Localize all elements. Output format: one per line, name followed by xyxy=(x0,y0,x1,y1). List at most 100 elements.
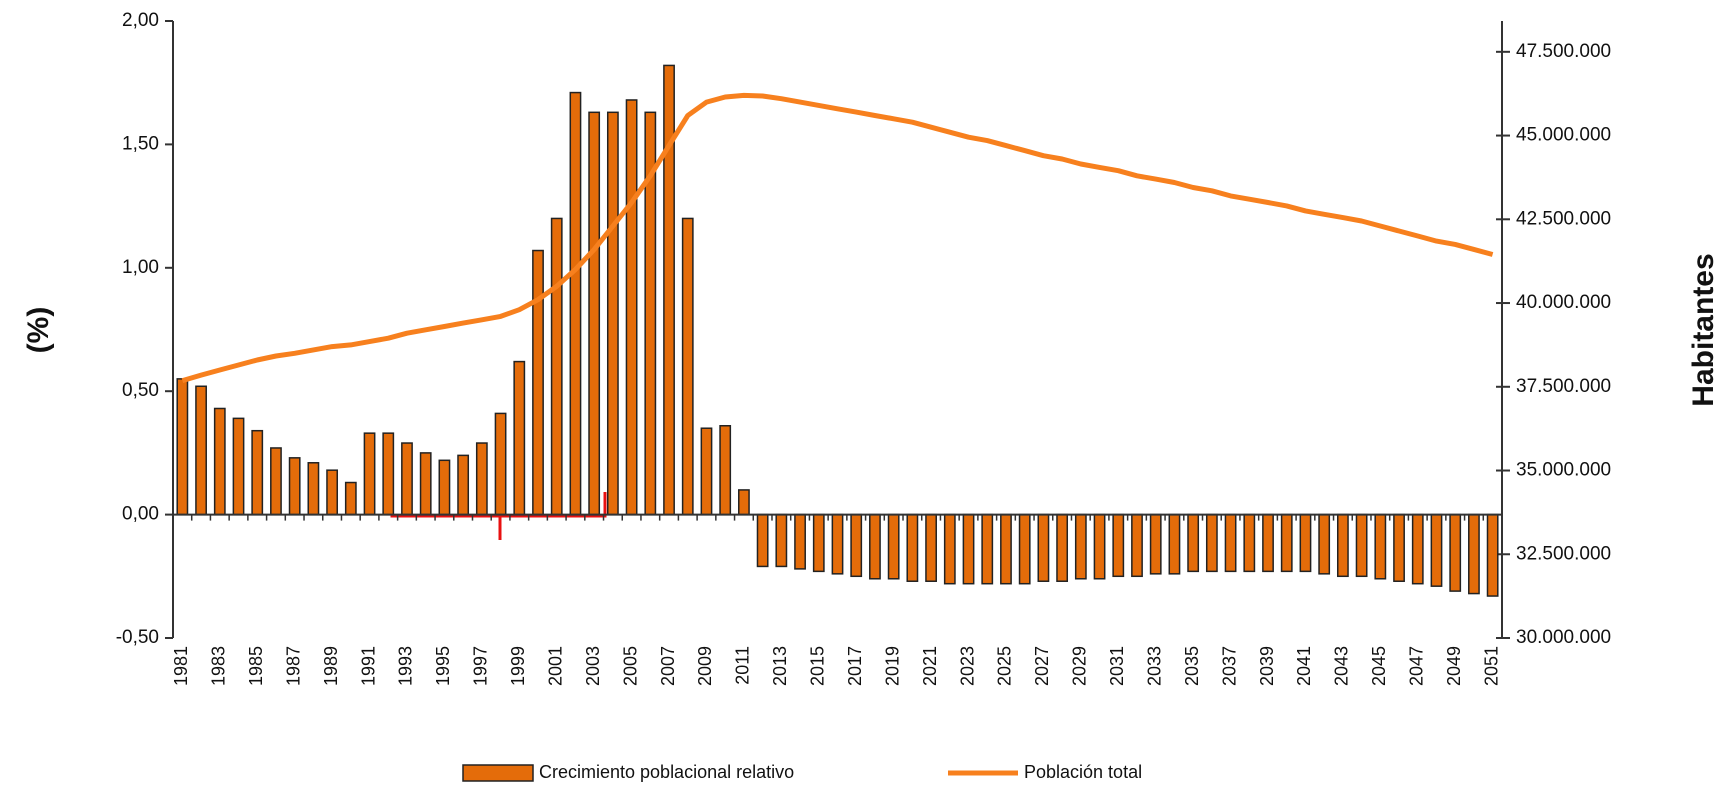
y-tick-label: -0,50 xyxy=(116,627,159,648)
x-tick-label: 2045 xyxy=(1369,646,1389,686)
bar xyxy=(270,447,282,516)
bar xyxy=(1224,513,1237,573)
x-tick-label: 2039 xyxy=(1257,646,1277,686)
bar xyxy=(906,513,919,582)
x-tick-label: 2017 xyxy=(845,646,865,686)
bar xyxy=(887,513,900,580)
y2-tick-label: 45.000.000 xyxy=(1516,125,1611,146)
y2-tick-label: 35.000.000 xyxy=(1516,460,1611,481)
bar xyxy=(288,457,301,516)
bar xyxy=(344,481,357,516)
bar xyxy=(438,459,451,516)
bar xyxy=(532,249,544,516)
legend-label: Población total xyxy=(1024,762,1142,782)
bar xyxy=(681,217,694,516)
x-tick-label: 1981 xyxy=(171,646,191,686)
y-axis-title: (%) xyxy=(22,307,55,354)
bar xyxy=(1149,513,1162,575)
bar xyxy=(925,513,937,582)
x-tick-label: 2029 xyxy=(1070,646,1090,686)
bar xyxy=(1168,513,1181,575)
bar xyxy=(831,513,844,575)
y2-tick-label: 42.500.000 xyxy=(1516,208,1611,229)
bar xyxy=(869,513,881,580)
bar xyxy=(1486,513,1499,597)
bar xyxy=(569,91,582,516)
x-tick-label: 1999 xyxy=(508,646,528,686)
x-tick-label: 2037 xyxy=(1219,646,1239,686)
bar xyxy=(1093,513,1106,580)
x-tick-label: 2033 xyxy=(1144,646,1164,686)
y-tick-label: 1,00 xyxy=(122,257,159,278)
bar xyxy=(363,432,376,516)
line-series xyxy=(181,92,1494,383)
bar xyxy=(232,417,245,516)
bar xyxy=(401,442,413,516)
x-tick-label: 1997 xyxy=(471,646,491,686)
bar xyxy=(756,513,769,568)
x-tick-label: 1983 xyxy=(209,646,229,686)
bar xyxy=(1430,513,1443,587)
bar xyxy=(775,513,788,568)
bar xyxy=(1393,513,1405,582)
bar xyxy=(457,454,470,516)
bar xyxy=(850,513,863,578)
x-tick-label: 1995 xyxy=(433,646,453,686)
bar xyxy=(1056,513,1069,582)
bar xyxy=(1411,513,1424,585)
bar xyxy=(1074,513,1087,580)
x-tick-label: 1993 xyxy=(396,646,416,686)
y-tick-label: 0,00 xyxy=(122,504,159,525)
bar xyxy=(1468,513,1480,595)
bar xyxy=(962,513,975,585)
bar xyxy=(382,432,395,516)
x-tick-label: 2027 xyxy=(1032,646,1052,686)
x-tick-label: 2015 xyxy=(808,646,828,686)
y2-axis-title: Habitantes xyxy=(1687,253,1720,406)
bar xyxy=(419,452,432,516)
legend-swatch xyxy=(462,764,534,782)
bar xyxy=(812,513,825,573)
x-tick-label: 2005 xyxy=(620,646,640,686)
y2-tick-label: 40.000.000 xyxy=(1516,292,1611,313)
bar xyxy=(475,442,488,516)
x-tick-label: 2051 xyxy=(1481,646,1501,686)
bar xyxy=(1243,513,1256,573)
bar xyxy=(307,462,320,516)
bar xyxy=(176,378,189,516)
x-tick-label: 2049 xyxy=(1444,646,1464,686)
x-tick-label: 2011 xyxy=(733,646,753,685)
x-tick-label: 1991 xyxy=(358,646,378,686)
x-tick-label: 2035 xyxy=(1182,646,1202,686)
bar xyxy=(1131,513,1143,578)
bar xyxy=(1112,513,1125,578)
x-tick-label: 2047 xyxy=(1407,646,1427,686)
bar xyxy=(1018,513,1031,585)
legend-label: Crecimiento poblacional relativo xyxy=(539,762,794,782)
bar xyxy=(1037,513,1050,582)
bar xyxy=(981,513,994,585)
bar xyxy=(513,360,526,516)
bar xyxy=(794,513,806,570)
x-tick-label: 1987 xyxy=(283,646,303,686)
y-tick-label: 0,50 xyxy=(122,380,159,401)
bar xyxy=(625,99,638,516)
y2-tick-label: 37.500.000 xyxy=(1516,376,1611,397)
bar xyxy=(326,469,339,516)
x-tick-label: 2001 xyxy=(545,646,565,686)
y2-tick-label: 30.000.000 xyxy=(1516,627,1611,648)
bar xyxy=(1299,513,1312,573)
x-tick-label: 2009 xyxy=(695,646,715,686)
bar xyxy=(606,111,619,516)
x-tick-label: 2003 xyxy=(583,646,603,686)
bar xyxy=(943,513,956,585)
bar xyxy=(1449,513,1462,592)
x-tick-label: 2007 xyxy=(658,646,678,686)
y2-tick-label: 47.500.000 xyxy=(1516,41,1611,62)
bar xyxy=(588,111,601,516)
x-tick-label: 1989 xyxy=(321,646,341,686)
x-tick-label: 1985 xyxy=(246,646,266,686)
x-tick-label: 2043 xyxy=(1332,646,1352,686)
x-tick-label: 2013 xyxy=(770,646,790,686)
